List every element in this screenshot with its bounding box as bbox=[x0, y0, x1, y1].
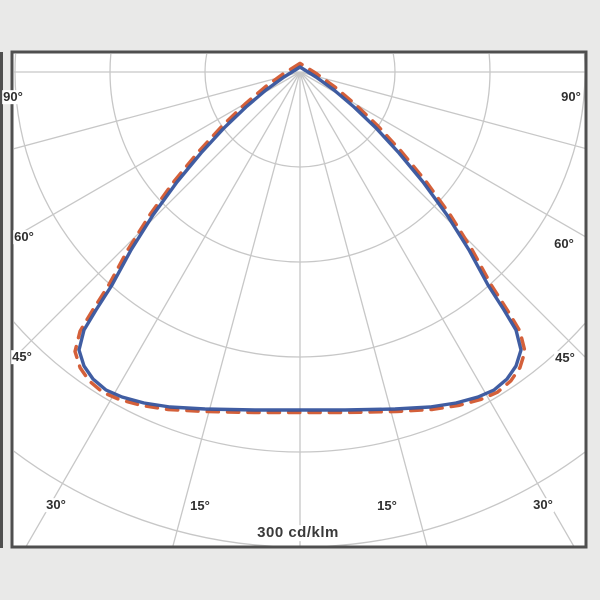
angle-label-bottom-right-15: 15° bbox=[376, 498, 398, 514]
grid-spoke-15r bbox=[299, 71, 428, 546]
curve-c90-c270 bbox=[73, 61, 527, 415]
grid-spoke-60l bbox=[14, 71, 301, 238]
grid-spoke-75l bbox=[14, 71, 301, 150]
angle-label-bottom-left-15: 15° bbox=[189, 498, 211, 514]
grid-spoke-45r bbox=[299, 71, 585, 358]
angle-label-left-60: 60° bbox=[13, 229, 35, 245]
grid-spoke-45l bbox=[14, 71, 301, 359]
left-edge-strip bbox=[0, 52, 3, 548]
angle-label-left-90: 90° bbox=[2, 89, 24, 105]
angle-label-bottom-left-30: 30° bbox=[45, 497, 67, 513]
grid-spoke-30l bbox=[25, 71, 301, 546]
angle-label-left-45: 45° bbox=[11, 349, 33, 365]
angle-label-right-60: 60° bbox=[553, 236, 575, 252]
grid-spoke-30r bbox=[299, 71, 575, 546]
angle-label-right-45: 45° bbox=[554, 350, 576, 366]
intensity-unit-label: 300 cd/klm bbox=[255, 524, 341, 542]
angle-label-right-90: 90° bbox=[560, 89, 582, 105]
grid-spoke-60r bbox=[299, 71, 585, 238]
angle-label-bottom-right-30: 30° bbox=[532, 497, 554, 513]
grid-spoke-75r bbox=[299, 71, 585, 150]
plot-area bbox=[12, 52, 586, 547]
grid-spoke-15l bbox=[172, 71, 301, 546]
curve-c0-c180 bbox=[77, 65, 523, 412]
chart-frame bbox=[10, 50, 588, 549]
